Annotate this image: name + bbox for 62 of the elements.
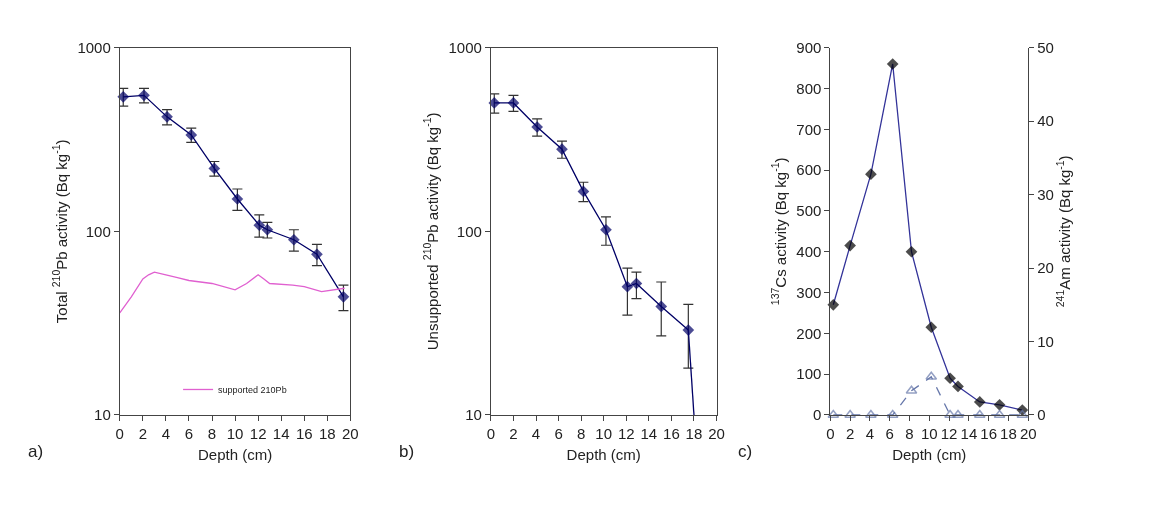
y2-tick-label: 20: [1037, 259, 1054, 277]
y-tick-label: 0: [812, 406, 822, 424]
y2-tick-label: 0: [1037, 406, 1046, 424]
x-tick-label: 6: [554, 425, 563, 442]
x-tick-label: 14: [272, 425, 290, 442]
y-tick-label: 1000: [77, 38, 111, 56]
y-tick-label: 100: [85, 222, 111, 240]
text: a): [28, 442, 44, 461]
x-tick-label: 0: [486, 425, 496, 442]
x-tick-label: 14: [640, 425, 658, 442]
x-tick-label: 6: [184, 425, 194, 442]
y2-tick-label: 10: [1037, 332, 1054, 350]
text: c): [738, 442, 753, 461]
x-tick-label: 12: [940, 425, 958, 442]
x-tick-label: 18: [318, 425, 336, 442]
y2-tick-label: 40: [1037, 112, 1054, 130]
x-tick-label: 12: [617, 425, 635, 442]
y-tick-label: 200: [796, 324, 822, 342]
y-tick-label: 600: [796, 161, 822, 179]
y-tick-label: 400: [796, 242, 822, 260]
x-tick-label: 4: [865, 425, 875, 442]
y-tick-label: 100: [796, 365, 822, 383]
y-tick-label: 500: [796, 202, 822, 220]
y-tick-label: 900: [796, 38, 822, 56]
x-tick-label: 14: [960, 425, 978, 442]
x-tick-label: 4: [531, 425, 541, 442]
y-tick-label: 700: [796, 120, 822, 138]
y-tick-label: 1000: [448, 38, 482, 56]
x-tick-label: 20: [342, 425, 359, 442]
y2-tick-label: 50: [1037, 38, 1054, 56]
x-tick-label: 10: [595, 425, 613, 442]
y-tick-label: 10: [465, 406, 482, 424]
x-axis-title: Depth (cm): [197, 446, 273, 463]
x-tick-label: 8: [576, 425, 586, 442]
x-tick-label: 2: [509, 425, 518, 442]
y-tick-label: 100: [456, 222, 482, 240]
y-tick-label: 10: [94, 406, 111, 424]
x-axis-title: Depth (cm): [566, 446, 641, 463]
y-tick-label: 300: [796, 283, 822, 301]
x-tick-label: 10: [226, 425, 244, 442]
x-tick-label: 2: [845, 425, 855, 442]
x-tick-label: 10: [920, 425, 938, 442]
legend-label: supported 210Pb: [218, 384, 287, 395]
x-tick-label: 20: [708, 425, 725, 442]
x-tick-label: 16: [663, 425, 680, 442]
x-tick-label: 2: [138, 425, 148, 442]
x-tick-label: 0: [826, 425, 835, 442]
x-tick-label: 16: [295, 425, 313, 442]
x-tick-label: 4: [161, 425, 171, 442]
x-tick-label: 0: [115, 425, 124, 442]
x-tick-label: 20: [1019, 425, 1037, 442]
x-tick-label: 8: [905, 425, 914, 442]
x-tick-label: 12: [249, 425, 267, 442]
y2-tick-label: 30: [1037, 185, 1054, 203]
x-tick-label: 18: [685, 425, 703, 442]
y-tick-label: 800: [796, 79, 822, 97]
x-tick-label: 18: [1000, 425, 1017, 442]
x-tick-label: 16: [980, 425, 998, 442]
x-tick-label: 6: [885, 425, 894, 442]
text: b): [399, 442, 415, 461]
x-tick-label: 8: [207, 425, 217, 442]
x-axis-title: Depth (cm): [892, 446, 967, 463]
